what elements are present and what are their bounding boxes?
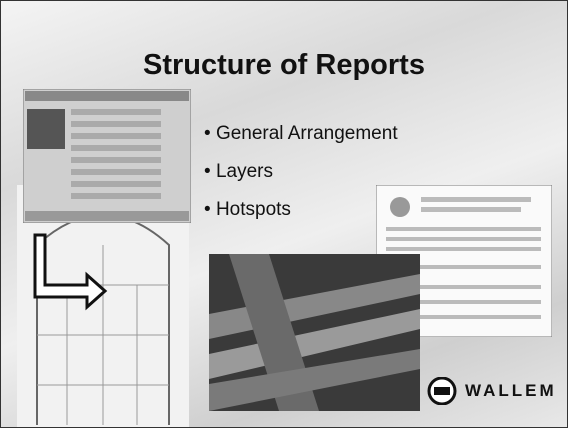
bullet-list: General ArrangementLayersHotspots xyxy=(204,123,398,237)
logo: WALLEM xyxy=(425,375,557,407)
bullet-item: Layers xyxy=(204,161,398,199)
bullet-item: Hotspots xyxy=(204,199,398,237)
tank-photo xyxy=(209,254,420,411)
slide: Structure of Reports General Arrangement… xyxy=(0,0,568,428)
slide-title: Structure of Reports xyxy=(1,49,567,82)
bullet-item: General Arrangement xyxy=(204,123,398,161)
screenshot-image xyxy=(23,89,191,223)
logo-emblem xyxy=(427,377,457,405)
logo-text: WALLEM xyxy=(465,381,557,401)
